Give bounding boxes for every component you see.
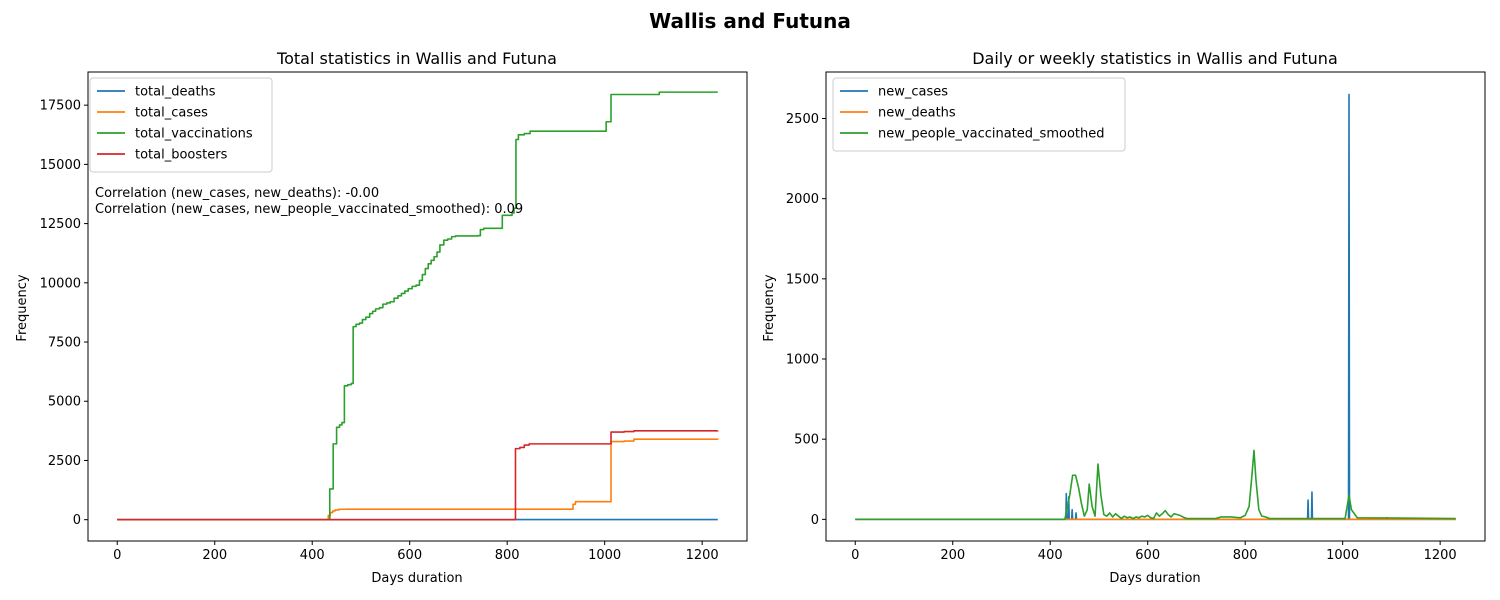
y-tick-label: 2000 [786, 192, 819, 207]
new-people-vaccinated-smoothed-line [855, 449, 1456, 521]
total-vaccinations-legend-label: total_vaccinations [135, 127, 253, 142]
total-boosters-legend-label: total_boosters [135, 148, 228, 163]
x-axis-label: Days duration [371, 571, 462, 586]
y-tick-label: 0 [811, 513, 819, 528]
total-cases-legend-label: total_cases [135, 106, 208, 121]
y-tick-label: 17500 [40, 99, 81, 114]
x-tick-label: 200 [940, 548, 965, 563]
y-tick-label: 500 [794, 433, 819, 448]
plot-area: 0 200 400 600 800 1000 1200 0 500 1000 1500 2000 250… [786, 71, 1486, 563]
y-tick-label: 5000 [48, 395, 81, 410]
y-axis-label: Frequency [762, 274, 777, 341]
daily-weekly-statistics-chart: Daily or weekly statistics in Wallis and… [762, 49, 1486, 586]
new-cases-line [855, 93, 1456, 521]
total-vaccinations-line [117, 91, 718, 521]
x-tick-label: 400 [1038, 548, 1063, 563]
new-deaths-legend-label: new_deaths [878, 106, 956, 121]
total-statistics-chart: Total statistics in Wallis and Futuna Da… [15, 49, 748, 586]
x-axis-label: Days duration [1109, 571, 1200, 586]
x-tick-label: 1200 [686, 548, 719, 563]
x-tick-label: 1000 [588, 548, 621, 563]
total-deaths-legend-label: total_deaths [135, 85, 216, 100]
x-tick-label: 600 [397, 548, 422, 563]
total-boosters-line [117, 430, 719, 521]
x-tick-label: 800 [1233, 548, 1258, 563]
x-tick-label: 0 [113, 548, 121, 563]
y-tick-label: 0 [73, 513, 81, 528]
x-tick-label: 400 [300, 548, 325, 563]
x-tick-label: 1200 [1424, 548, 1457, 563]
y-tick-label: 15000 [40, 158, 81, 173]
axes-frame [825, 71, 1486, 542]
x-tick-label: 0 [851, 548, 859, 563]
y-tick-label: 7500 [48, 336, 81, 351]
y-tick-label: 1000 [786, 353, 819, 368]
new-people-vaccinated-smoothed-legend-label: new_people_vaccinated_smoothed [878, 127, 1104, 142]
legend-box [832, 77, 1126, 152]
y-tick-label: 1500 [786, 272, 819, 287]
x-tick-label: 200 [202, 548, 227, 563]
x-tick-label: 600 [1135, 548, 1160, 563]
x-tick-label: 1000 [1326, 548, 1359, 563]
correlation-annotation-deaths: Correlation (new_cases, new_deaths): -0.… [95, 186, 379, 201]
figure-title: Wallis and Futuna [649, 9, 851, 33]
x-tick-label: 800 [495, 548, 520, 563]
correlation-annotation-vaccinated: Correlation (new_cases, new_people_vacci… [95, 202, 523, 217]
plot-area: 0 200 400 600 800 1000 1200 0 2500 5000 7500 10000 1… [40, 71, 748, 563]
y-tick-label: 2500 [48, 454, 81, 469]
axes-frame [87, 71, 748, 542]
legend: new_cases new_deaths new_people_vaccinated… [832, 77, 1126, 152]
total-cases-line [117, 438, 719, 521]
new-cases-legend-label: new_cases [878, 85, 948, 100]
y-tick-label: 2500 [786, 112, 819, 127]
chart-title: Daily or weekly statistics in Wallis and… [972, 49, 1338, 68]
legend-box [89, 77, 273, 173]
legend: total_deaths total_cases total_vaccination… [89, 77, 273, 173]
chart-title: Total statistics in Wallis and Futuna [276, 49, 557, 68]
y-axis-label: Frequency [15, 274, 30, 341]
y-tick-label: 10000 [40, 276, 81, 291]
y-tick-label: 12500 [40, 217, 81, 232]
